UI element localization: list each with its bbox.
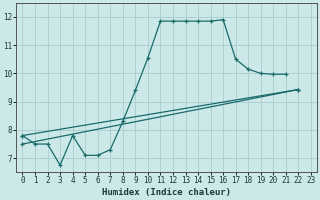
- X-axis label: Humidex (Indice chaleur): Humidex (Indice chaleur): [102, 188, 231, 197]
